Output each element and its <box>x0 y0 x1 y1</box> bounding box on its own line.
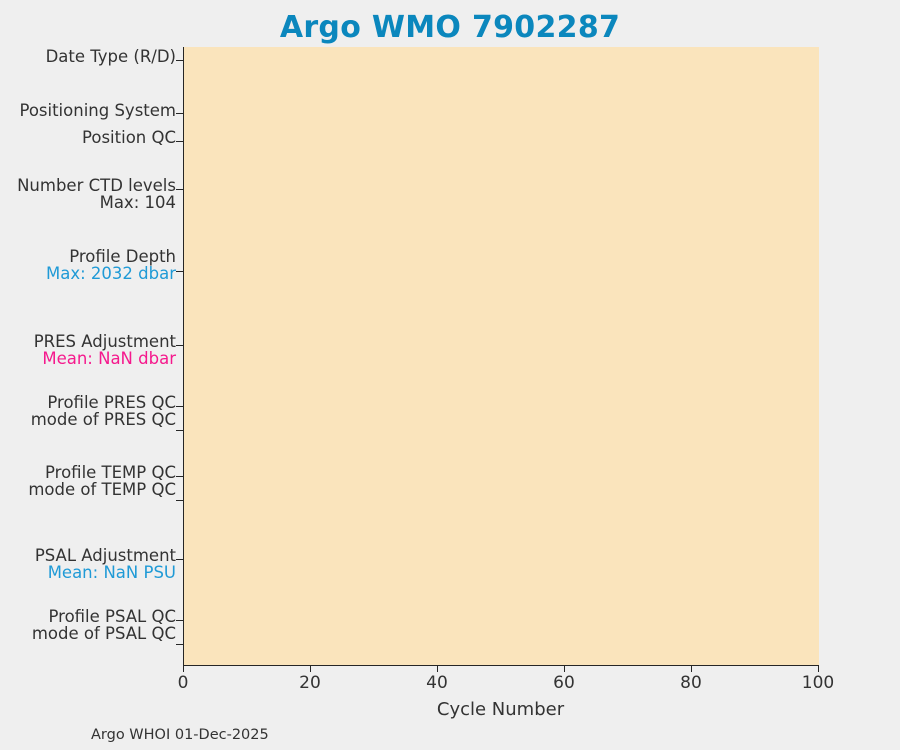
y-tick-mode-psal-qc <box>176 644 183 645</box>
y-sublabel-mode-pres-qc: mode of PRES QC <box>30 409 176 429</box>
y-tick-date-type <box>176 60 183 61</box>
x-ticklabel-80: 80 <box>680 673 702 693</box>
y-sublabel-mode-psal-qc: mode of PSAL QC <box>31 623 176 643</box>
x-axis-title: Cycle Number <box>436 699 565 720</box>
y-tick-ctd-levels <box>176 189 183 190</box>
y-tick-mode-temp-qc <box>176 500 183 501</box>
x-tick-40 <box>437 665 438 672</box>
y-label-ctd-levels: Number CTD levels Max: 104 <box>17 176 176 212</box>
y-label-pres-adjustment: PRES Adjustment Mean: NaN dbar <box>33 332 176 368</box>
page-title: Argo WMO 7902287 <box>279 10 621 45</box>
x-tick-60 <box>564 665 565 672</box>
y-sublabel-pres-mean: Mean: NaN dbar <box>42 348 176 368</box>
y-label-profile-psal-qc: Profile PSAL QC mode of PSAL QC <box>31 607 176 643</box>
x-ticklabel-60: 60 <box>553 673 575 693</box>
y-label-date-type: Date Type (R/D) <box>45 47 176 66</box>
y-label-positioning-system: Positioning System <box>19 101 176 120</box>
y-label-profile-temp-qc: Profile TEMP QC mode of TEMP QC <box>28 463 176 499</box>
y-label-positioning-system-text: Positioning System <box>19 101 176 120</box>
y-label-profile-temp-qc-text: Profile TEMP QC <box>45 463 176 482</box>
y-label-ctd-levels-text: Number CTD levels <box>17 176 176 195</box>
y-tick-profile-psal-qc <box>176 620 183 621</box>
y-tick-position-qc <box>176 141 183 142</box>
x-tick-0 <box>183 665 184 672</box>
y-sublabel-ctd-max: Max: 104 <box>99 192 176 212</box>
y-label-psal-adjustment-text: PSAL Adjustment <box>34 546 176 565</box>
y-label-profile-pres-qc: Profile PRES QC mode of PRES QC <box>30 393 176 429</box>
y-tick-positioning-system <box>176 113 183 114</box>
x-tick-20 <box>310 665 311 672</box>
x-ticklabel-0: 0 <box>177 673 189 693</box>
x-tick-100 <box>818 665 819 672</box>
plot-area <box>183 47 819 666</box>
x-ticklabel-20: 20 <box>299 673 321 693</box>
y-tick-profile-pres-qc <box>176 406 183 407</box>
y-tick-pres-adjustment <box>176 345 183 346</box>
y-tick-profile-depth <box>176 271 183 272</box>
y-label-position-qc-text: Position QC <box>82 128 176 147</box>
y-sublabel-depth-max: Max: 2032 dbar <box>46 263 176 283</box>
y-label-psal-adjustment: PSAL Adjustment Mean: NaN PSU <box>34 546 176 582</box>
y-label-profile-pres-qc-text: Profile PRES QC <box>47 393 176 412</box>
y-label-pres-adjustment-text: PRES Adjustment <box>33 332 176 351</box>
x-ticklabel-40: 40 <box>426 673 448 693</box>
x-tick-80 <box>691 665 692 672</box>
figure-footer: Argo WHOI 01-Dec-2025 <box>91 727 269 743</box>
y-tick-psal-adjustment <box>176 559 183 560</box>
y-tick-profile-temp-qc <box>176 476 183 477</box>
x-ticklabel-100: 100 <box>801 673 835 693</box>
y-tick-mode-pres-qc <box>176 430 183 431</box>
y-label-profile-psal-qc-text: Profile PSAL QC <box>48 607 176 626</box>
y-label-position-qc: Position QC <box>82 128 176 147</box>
y-sublabel-mode-temp-qc: mode of TEMP QC <box>28 479 176 499</box>
y-sublabel-psal-mean: Mean: NaN PSU <box>47 562 176 582</box>
y-label-date-type-text: Date Type (R/D) <box>45 47 176 66</box>
y-label-profile-depth: Profile Depth Max: 2032 dbar <box>46 247 176 283</box>
y-label-profile-depth-text: Profile Depth <box>69 247 176 266</box>
